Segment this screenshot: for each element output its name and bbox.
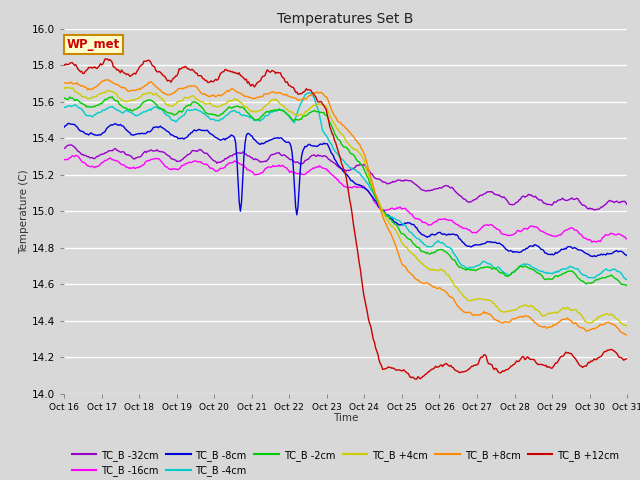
X-axis label: Time: Time <box>333 413 358 423</box>
Text: WP_met: WP_met <box>67 38 120 51</box>
Legend: TC_B -32cm, TC_B -16cm, TC_B -8cm, TC_B -4cm, TC_B -2cm, TC_B +4cm, TC_B +8cm, T: TC_B -32cm, TC_B -16cm, TC_B -8cm, TC_B … <box>68 446 623 480</box>
Y-axis label: Temperature (C): Temperature (C) <box>19 169 29 253</box>
Title: Temperatures Set B: Temperatures Set B <box>277 12 414 26</box>
